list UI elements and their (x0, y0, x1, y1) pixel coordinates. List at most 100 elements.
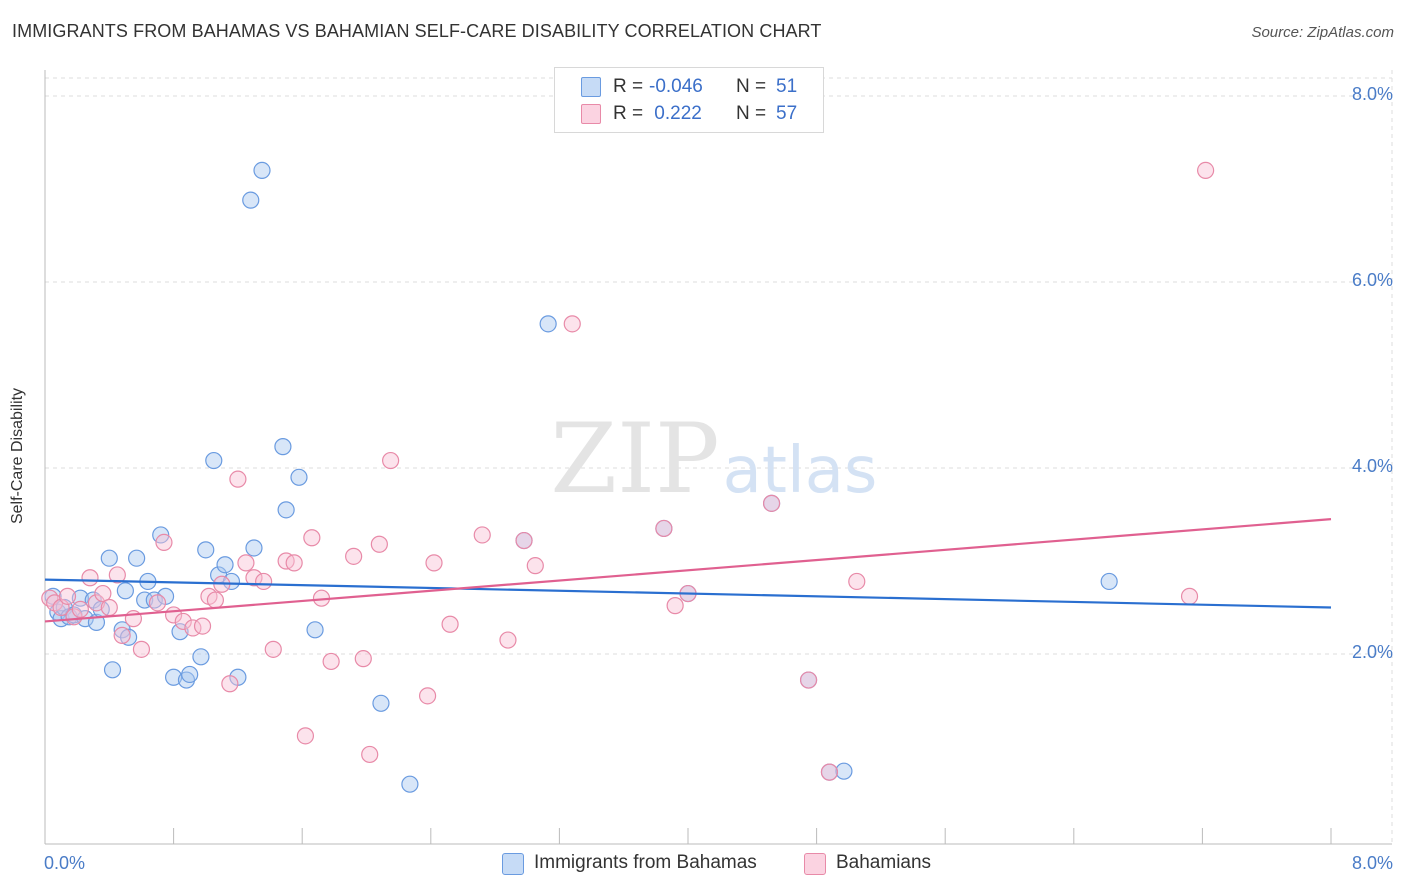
legend-n-value: 51 (776, 76, 798, 97)
bottom-legend-swatch-pink (804, 853, 826, 875)
legend-swatch-blue (581, 77, 601, 97)
point-immigrants (145, 591, 163, 609)
point-immigrants (290, 468, 308, 486)
point-bahamians (237, 554, 255, 572)
trend-line-immigrants (44, 578, 1332, 609)
point-bahamians (820, 763, 839, 781)
point-bahamians (193, 617, 212, 635)
point-bahamians (71, 600, 89, 618)
legend-r-value: 0.222 (649, 103, 702, 124)
point-immigrants (205, 451, 223, 470)
point-bahamians (132, 640, 151, 658)
point-immigrants (128, 549, 146, 567)
point-bahamians (87, 594, 106, 612)
point-immigrants (401, 775, 419, 793)
point-bahamians (473, 526, 491, 544)
axes (44, 70, 1392, 845)
point-bahamians (108, 566, 126, 584)
point-immigrants (539, 315, 557, 333)
x-tick-label-min: 0.0% (44, 853, 85, 873)
point-immigrants (136, 591, 154, 609)
point-bahamians (81, 569, 99, 587)
point-bahamians (441, 615, 459, 633)
chart-title: IMMIGRANTS FROM BAHAMAS VS BAHAMIAN SELF… (12, 21, 822, 41)
correlation-legend: R = -0.046 N = 51 R = 0.222 N = 57 (554, 67, 824, 133)
point-immigrants (171, 623, 189, 641)
legend-n-value: 57 (776, 103, 798, 124)
legend-row-bahamians: R = 0.222 N = 57 (555, 101, 823, 127)
bottom-legend-swatch-blue (502, 853, 524, 875)
point-bahamians (1197, 161, 1215, 179)
y-tick-label: 4.0% (1352, 456, 1393, 476)
point-bahamians (382, 451, 400, 470)
point-immigrants (835, 762, 853, 780)
point-immigrants (192, 648, 210, 666)
point-immigrants (177, 671, 196, 689)
point-bahamians (296, 727, 315, 745)
point-bahamians (345, 547, 363, 565)
point-bahamians (762, 494, 781, 512)
point-immigrants (245, 539, 263, 557)
point-bahamians (526, 557, 544, 575)
point-bahamians (221, 675, 239, 693)
point-bahamians (229, 470, 247, 488)
trend-line-bahamians (44, 518, 1332, 623)
point-bahamians (515, 531, 533, 550)
point-immigrants (253, 161, 271, 179)
point-immigrants (100, 549, 118, 567)
y-tick-label: 6.0% (1352, 270, 1393, 290)
point-bahamians (848, 572, 866, 591)
tick-labels: 2.0% 4.0% 6.0% 8.0% 0.0% 8.0% (44, 84, 1393, 873)
point-bahamians (354, 650, 372, 668)
point-bahamians (322, 652, 340, 671)
point-immigrants (197, 541, 215, 559)
point-immigrants (181, 665, 199, 684)
source-credit: Source: ZipAtlas.com (1251, 24, 1394, 41)
legend-n-label: N = (736, 103, 767, 124)
legend-n-label: N = (736, 76, 767, 97)
y-tick-label: 8.0% (1352, 84, 1393, 104)
point-bahamians (255, 572, 273, 591)
point-bahamians (499, 631, 517, 649)
point-immigrants (103, 661, 122, 679)
point-bahamians (174, 612, 192, 631)
x-tick-label-max: 8.0% (1352, 853, 1393, 873)
point-immigrants (1100, 572, 1118, 591)
point-bahamians (370, 535, 388, 553)
point-bahamians (418, 687, 437, 705)
point-immigrants (119, 628, 138, 646)
point-bahamians (100, 598, 118, 617)
point-bahamians (94, 584, 112, 603)
point-bahamians (666, 597, 684, 615)
point-immigrants (306, 621, 324, 639)
bottom-legend-label: Immigrants from Bahamas (534, 852, 757, 873)
point-bahamians (155, 533, 173, 552)
watermark-zip: ZIP (550, 403, 719, 515)
trend-lines (44, 518, 1332, 623)
point-bahamians (148, 594, 167, 612)
point-bahamians (285, 554, 303, 572)
legend-r-label: R = (613, 103, 644, 124)
point-bahamians (41, 589, 59, 607)
point-bahamians (245, 569, 263, 587)
point-immigrants (277, 501, 295, 519)
point-bahamians (206, 591, 224, 609)
legend-row-immigrants: R = -0.046 N = 51 (555, 74, 823, 100)
point-bahamians (58, 587, 77, 605)
point-immigrants (216, 556, 234, 574)
point-immigrants (242, 191, 260, 209)
y-tick-label: 2.0% (1352, 642, 1393, 662)
bottom-legend-label: Bahamians (836, 852, 932, 873)
point-bahamians (1180, 587, 1199, 605)
legend-swatch-pink (581, 104, 601, 124)
point-bahamians (655, 519, 673, 538)
point-immigrants (274, 438, 292, 456)
point-bahamians (264, 640, 282, 658)
data-points (41, 161, 1215, 793)
point-bahamians (361, 745, 379, 764)
point-bahamians (425, 554, 443, 572)
point-bahamians (113, 626, 131, 645)
watermark: ZIP atlas (550, 403, 877, 515)
grid-lines (45, 70, 1393, 844)
